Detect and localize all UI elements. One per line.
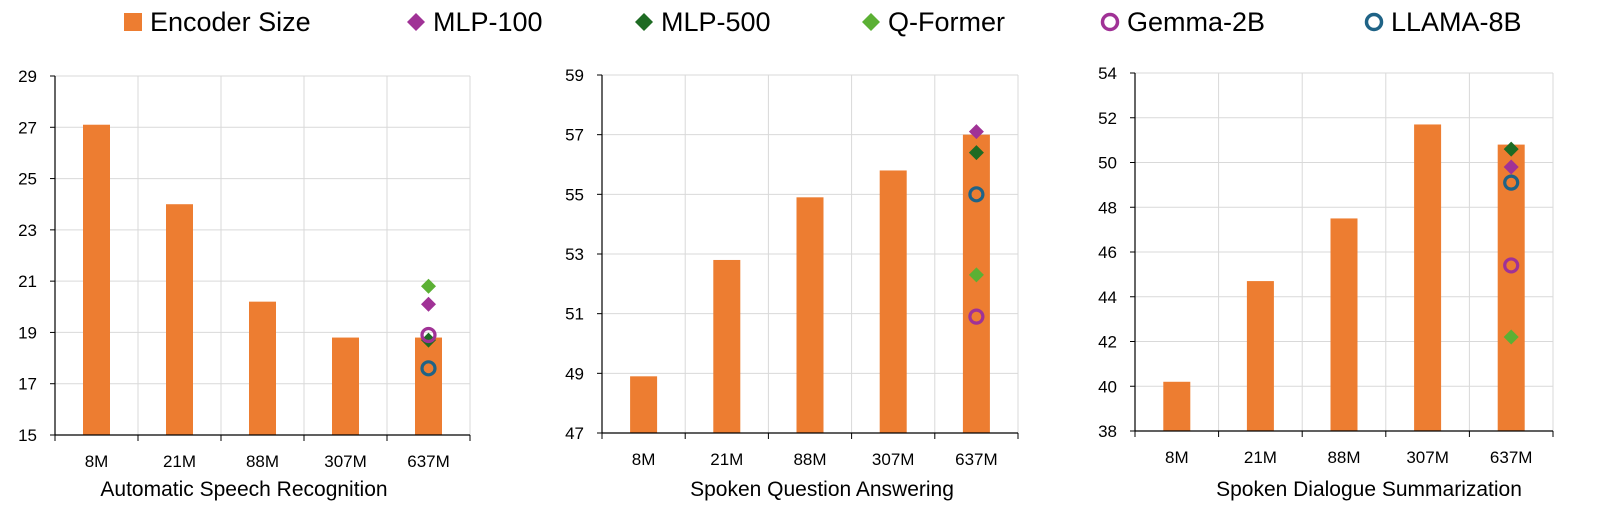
bar-307m [332,337,359,435]
y-tick-label: 29 [18,67,37,86]
legend-label: MLP-100 [433,6,543,37]
bar-88m [249,301,276,435]
marker-mlp-100 [968,124,984,140]
x-tick-label: 637M [1490,448,1533,467]
diamond-marker-icon [635,13,653,31]
marker-llama-8b [968,186,985,203]
legend-item-mlp-500: MLP-500 [633,4,771,40]
y-tick-label: 42 [1098,333,1117,352]
y-tick-label: 46 [1098,243,1117,262]
bar-8m [83,124,110,435]
legend-label: Q-Former [888,6,1005,37]
marker-gemma-2b [968,308,985,325]
bar-88m [1330,218,1358,431]
y-tick-label: 57 [565,126,584,145]
legend-item-mlp-100: MLP-100 [405,4,543,40]
bar-8m [630,376,658,433]
chart-panel-3: 38 40 42 44 46 48 50 52 54 8M 21M 88M 307M 637M Spoken… [1098,64,1554,501]
x-tick-label: 8M [632,450,656,469]
legend-label: MLP-500 [661,6,771,37]
marker-llama-8b [420,360,437,377]
y-tick-label: 15 [18,426,37,445]
x-axis-title: Spoken Question Answering [690,478,954,501]
x-tick-label: 307M [872,450,915,469]
y-tick-label: 53 [565,245,584,264]
x-tick-label: 637M [955,450,998,469]
legend-item-encoder-size: Encoder Size [122,4,311,40]
marker-gemma-2b [1503,257,1520,274]
x-tick-label: 307M [324,452,367,471]
x-tick-label: 307M [1406,448,1449,467]
marker-q-former [968,267,984,283]
marker-q-former [1503,329,1519,345]
x-tick-label: 88M [246,452,279,471]
legend-item-llama-8b: LLAMA-8B [1363,4,1522,40]
y-tick-label: 21 [18,272,37,291]
circle-marker-icon [1100,12,1120,32]
y-tick-label: 48 [1098,198,1117,217]
bar-21m [166,204,193,435]
legend-label: Gemma-2B [1127,6,1266,37]
marker-mlp-500 [968,145,984,161]
y-tick-label: 54 [1098,64,1117,83]
bar-21m [713,259,741,433]
y-tick-label: 17 [18,375,37,394]
y-tick-label: 47 [565,424,584,443]
marker-mlp-100 [1503,159,1519,175]
y-tick-label: 27 [18,118,37,137]
y-tick-label: 50 [1098,154,1117,173]
y-tick-label: 44 [1098,288,1117,307]
y-tick-label: 51 [565,305,584,324]
legend-item-q-former: Q-Former [860,4,1005,40]
y-tick-label: 59 [565,66,584,85]
bar-637m [962,134,990,433]
diamond-marker-icon [407,13,425,31]
x-tick-label: 8M [85,452,109,471]
bar-637m [415,337,442,435]
x-tick-label: 637M [407,452,450,471]
y-tick-label: 19 [18,323,37,342]
chart-panel-1: 15 17 19 21 23 25 27 29 8M 21M 88M 307M 637M Automati… [18,67,471,501]
x-tick-label: 88M [793,450,826,469]
y-tick-label: 52 [1098,109,1117,128]
marker-gemma-2b [420,326,437,344]
x-tick-label: 21M [163,452,196,471]
x-tick-label: 21M [710,450,743,469]
bar-21m [1246,281,1274,431]
bar-637m [1497,144,1525,431]
y-tick-label: 23 [18,221,37,240]
bar-307m [1414,124,1442,432]
bar-307m [879,170,907,433]
x-tick-label: 88M [1327,448,1360,467]
x-tick-label: 21M [1244,448,1277,467]
x-axis-title: Automatic Speech Recognition [100,478,387,501]
y-tick-label: 38 [1098,422,1117,441]
x-axis-title: Spoken Dialogue Summarization [1216,478,1522,501]
y-tick-label: 55 [565,185,584,204]
legend-label: Encoder Size [150,6,311,37]
y-tick-label: 25 [18,170,37,189]
bar-88m [796,197,824,433]
marker-mlp-500 [1503,141,1519,157]
diamond-marker-icon [862,13,880,31]
chart-legend: Encoder Size MLP-100 MLP-500 Q-Former Ge… [0,0,1620,44]
square-marker-icon [124,13,142,31]
marker-q-former [421,278,436,294]
legend-label: LLAMA-8B [1391,6,1522,37]
y-tick-label: 49 [565,364,584,383]
legend-item-gemma-2b: Gemma-2B [1099,4,1265,40]
y-tick-label: 40 [1098,377,1117,396]
bar-8m [1163,381,1191,431]
marker-mlp-100 [421,296,436,312]
x-tick-label: 8M [1165,448,1189,467]
circle-marker-icon [1364,12,1384,32]
marker-llama-8b [1503,174,1520,191]
